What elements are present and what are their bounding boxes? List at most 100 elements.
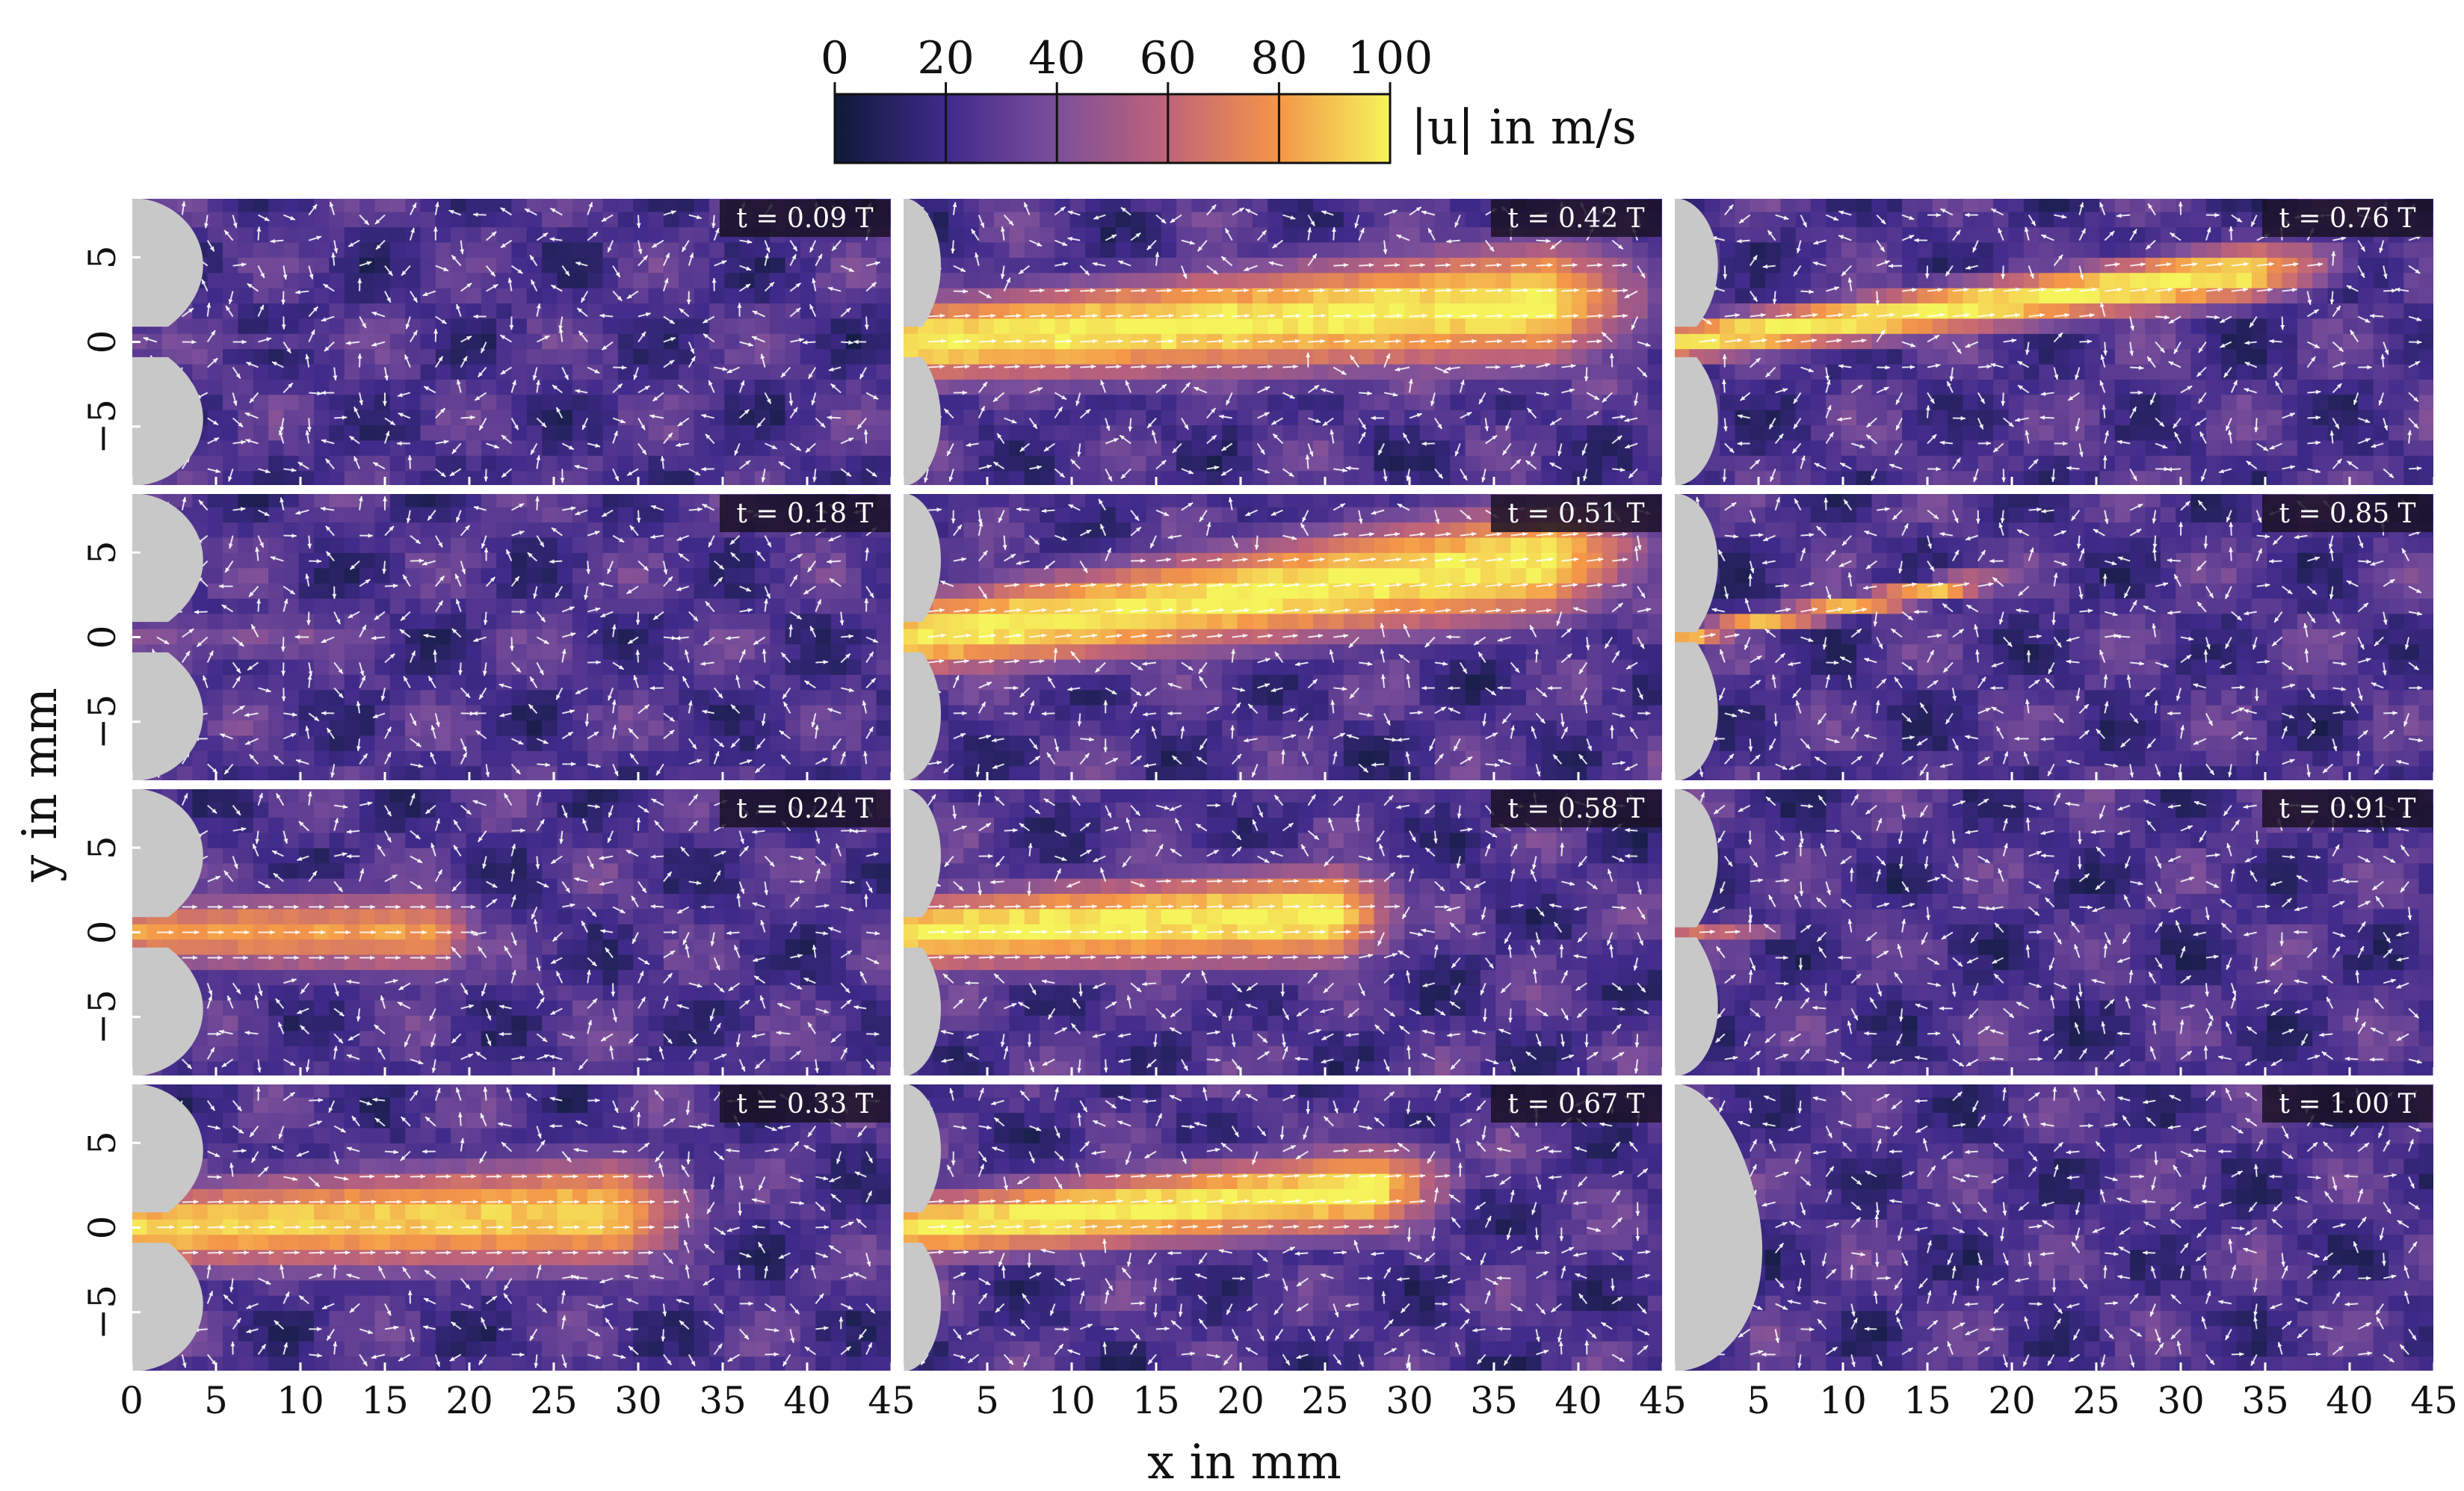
speed-cell: [800, 939, 816, 955]
speed-cell: [283, 862, 300, 879]
speed-cell: [602, 198, 619, 212]
speed-cell: [451, 908, 467, 924]
speed-cell: [389, 878, 406, 895]
speed-cell: [572, 788, 588, 803]
speed-cell: [405, 1061, 422, 1076]
speed-cell: [663, 1046, 679, 1062]
velocity-arrow-head: [374, 615, 380, 620]
speed-cell: [845, 348, 862, 365]
speed-cell: [420, 410, 436, 426]
speed-cell: [526, 288, 543, 304]
speed-cell: [526, 862, 543, 879]
speed-cell: [405, 817, 422, 833]
speed-cell: [587, 567, 604, 584]
speed-cell: [770, 439, 786, 456]
speed-cell: [359, 522, 376, 538]
velocity-arrow-head: [588, 202, 593, 208]
speed-cell: [405, 1000, 422, 1016]
speed-cell: [223, 1249, 238, 1265]
velocity-arrow-head: [370, 904, 375, 910]
speed-cell: [374, 272, 391, 288]
speed-cell: [298, 394, 315, 410]
velocity-arrow-head: [734, 945, 739, 951]
velocity-arrow-head: [249, 754, 255, 760]
speed-cell: [466, 908, 482, 924]
speed-cell: [633, 363, 649, 380]
speed-cell: [785, 832, 801, 848]
speed-cell: [754, 567, 771, 584]
speed-cell: [405, 832, 422, 848]
velocity-arrow-head: [601, 1037, 607, 1041]
speed-cell: [344, 226, 360, 243]
speed-cell: [694, 212, 710, 228]
speed-cell: [815, 241, 832, 258]
velocity-arrow-head: [235, 667, 241, 673]
speed-cell: [633, 1030, 649, 1046]
speed-cell: [283, 720, 300, 736]
speed-cell: [602, 954, 619, 970]
speed-cell: [876, 425, 892, 441]
speed-cell: [223, 226, 238, 243]
speed-cell: [481, 318, 497, 334]
speed-cell: [344, 567, 360, 584]
speed-cell: [298, 470, 315, 486]
velocity-arrow-head: [260, 272, 265, 278]
speed-cell: [238, 198, 254, 212]
velocity-arrow-head: [143, 336, 149, 342]
speed-cell: [785, 908, 801, 924]
velocity-arrow-head: [857, 424, 862, 430]
velocity-arrow-head: [764, 253, 769, 259]
speed-cell: [511, 862, 528, 879]
speed-cell: [679, 1030, 695, 1046]
speed-cell: [207, 1030, 223, 1046]
speed-cell: [845, 257, 862, 274]
speed-cell: [587, 765, 604, 781]
speed-cell: [724, 394, 741, 410]
speed-cell: [648, 507, 664, 523]
speed-cell: [344, 674, 360, 691]
speed-cell: [223, 765, 238, 781]
velocity-arrow-head: [484, 547, 489, 553]
velocity-arrow-head: [481, 348, 486, 354]
speed-cell: [724, 720, 741, 736]
speed-cell: [238, 583, 254, 599]
speed-cell: [253, 598, 269, 614]
velocity-arrow-head: [217, 955, 223, 960]
speed-cell: [815, 629, 832, 645]
speed-cell: [648, 598, 664, 614]
speed-cell: [663, 507, 679, 523]
speed-cell: [435, 658, 451, 675]
speed-cell: [389, 862, 406, 879]
speed-cell: [800, 643, 816, 660]
velocity-arrow-head: [827, 415, 833, 420]
velocity-arrow-head: [473, 638, 479, 643]
velocity-arrow-head: [582, 424, 587, 430]
velocity-arrow-head: [605, 947, 611, 953]
speed-cell: [724, 750, 741, 767]
speed-cell: [602, 735, 619, 751]
speed-cell: [314, 493, 330, 507]
velocity-arrow-head: [735, 675, 741, 681]
speed-cell: [754, 272, 771, 288]
speed-cell: [238, 1061, 254, 1076]
velocity-arrow-head: [256, 226, 262, 232]
speed-cell: [420, 455, 436, 472]
speed-cell: [633, 198, 649, 212]
speed-cell: [617, 939, 634, 955]
speed-cell: [557, 439, 573, 456]
speed-cell: [374, 1015, 391, 1031]
speed-cell: [435, 567, 451, 584]
speed-cell: [314, 1015, 330, 1031]
velocity-arrow-head: [728, 986, 734, 991]
velocity-arrow-head: [490, 271, 495, 277]
velocity-arrow-head: [348, 614, 353, 618]
speed-cell: [207, 629, 223, 645]
speed-cell: [192, 493, 209, 507]
speed-cell: [283, 288, 300, 304]
speed-cell: [511, 750, 528, 767]
velocity-arrow-head: [565, 887, 570, 893]
speed-cell: [617, 288, 634, 304]
speed-cell: [207, 379, 223, 395]
speed-cell: [602, 583, 619, 599]
speed-cell: [663, 493, 679, 507]
